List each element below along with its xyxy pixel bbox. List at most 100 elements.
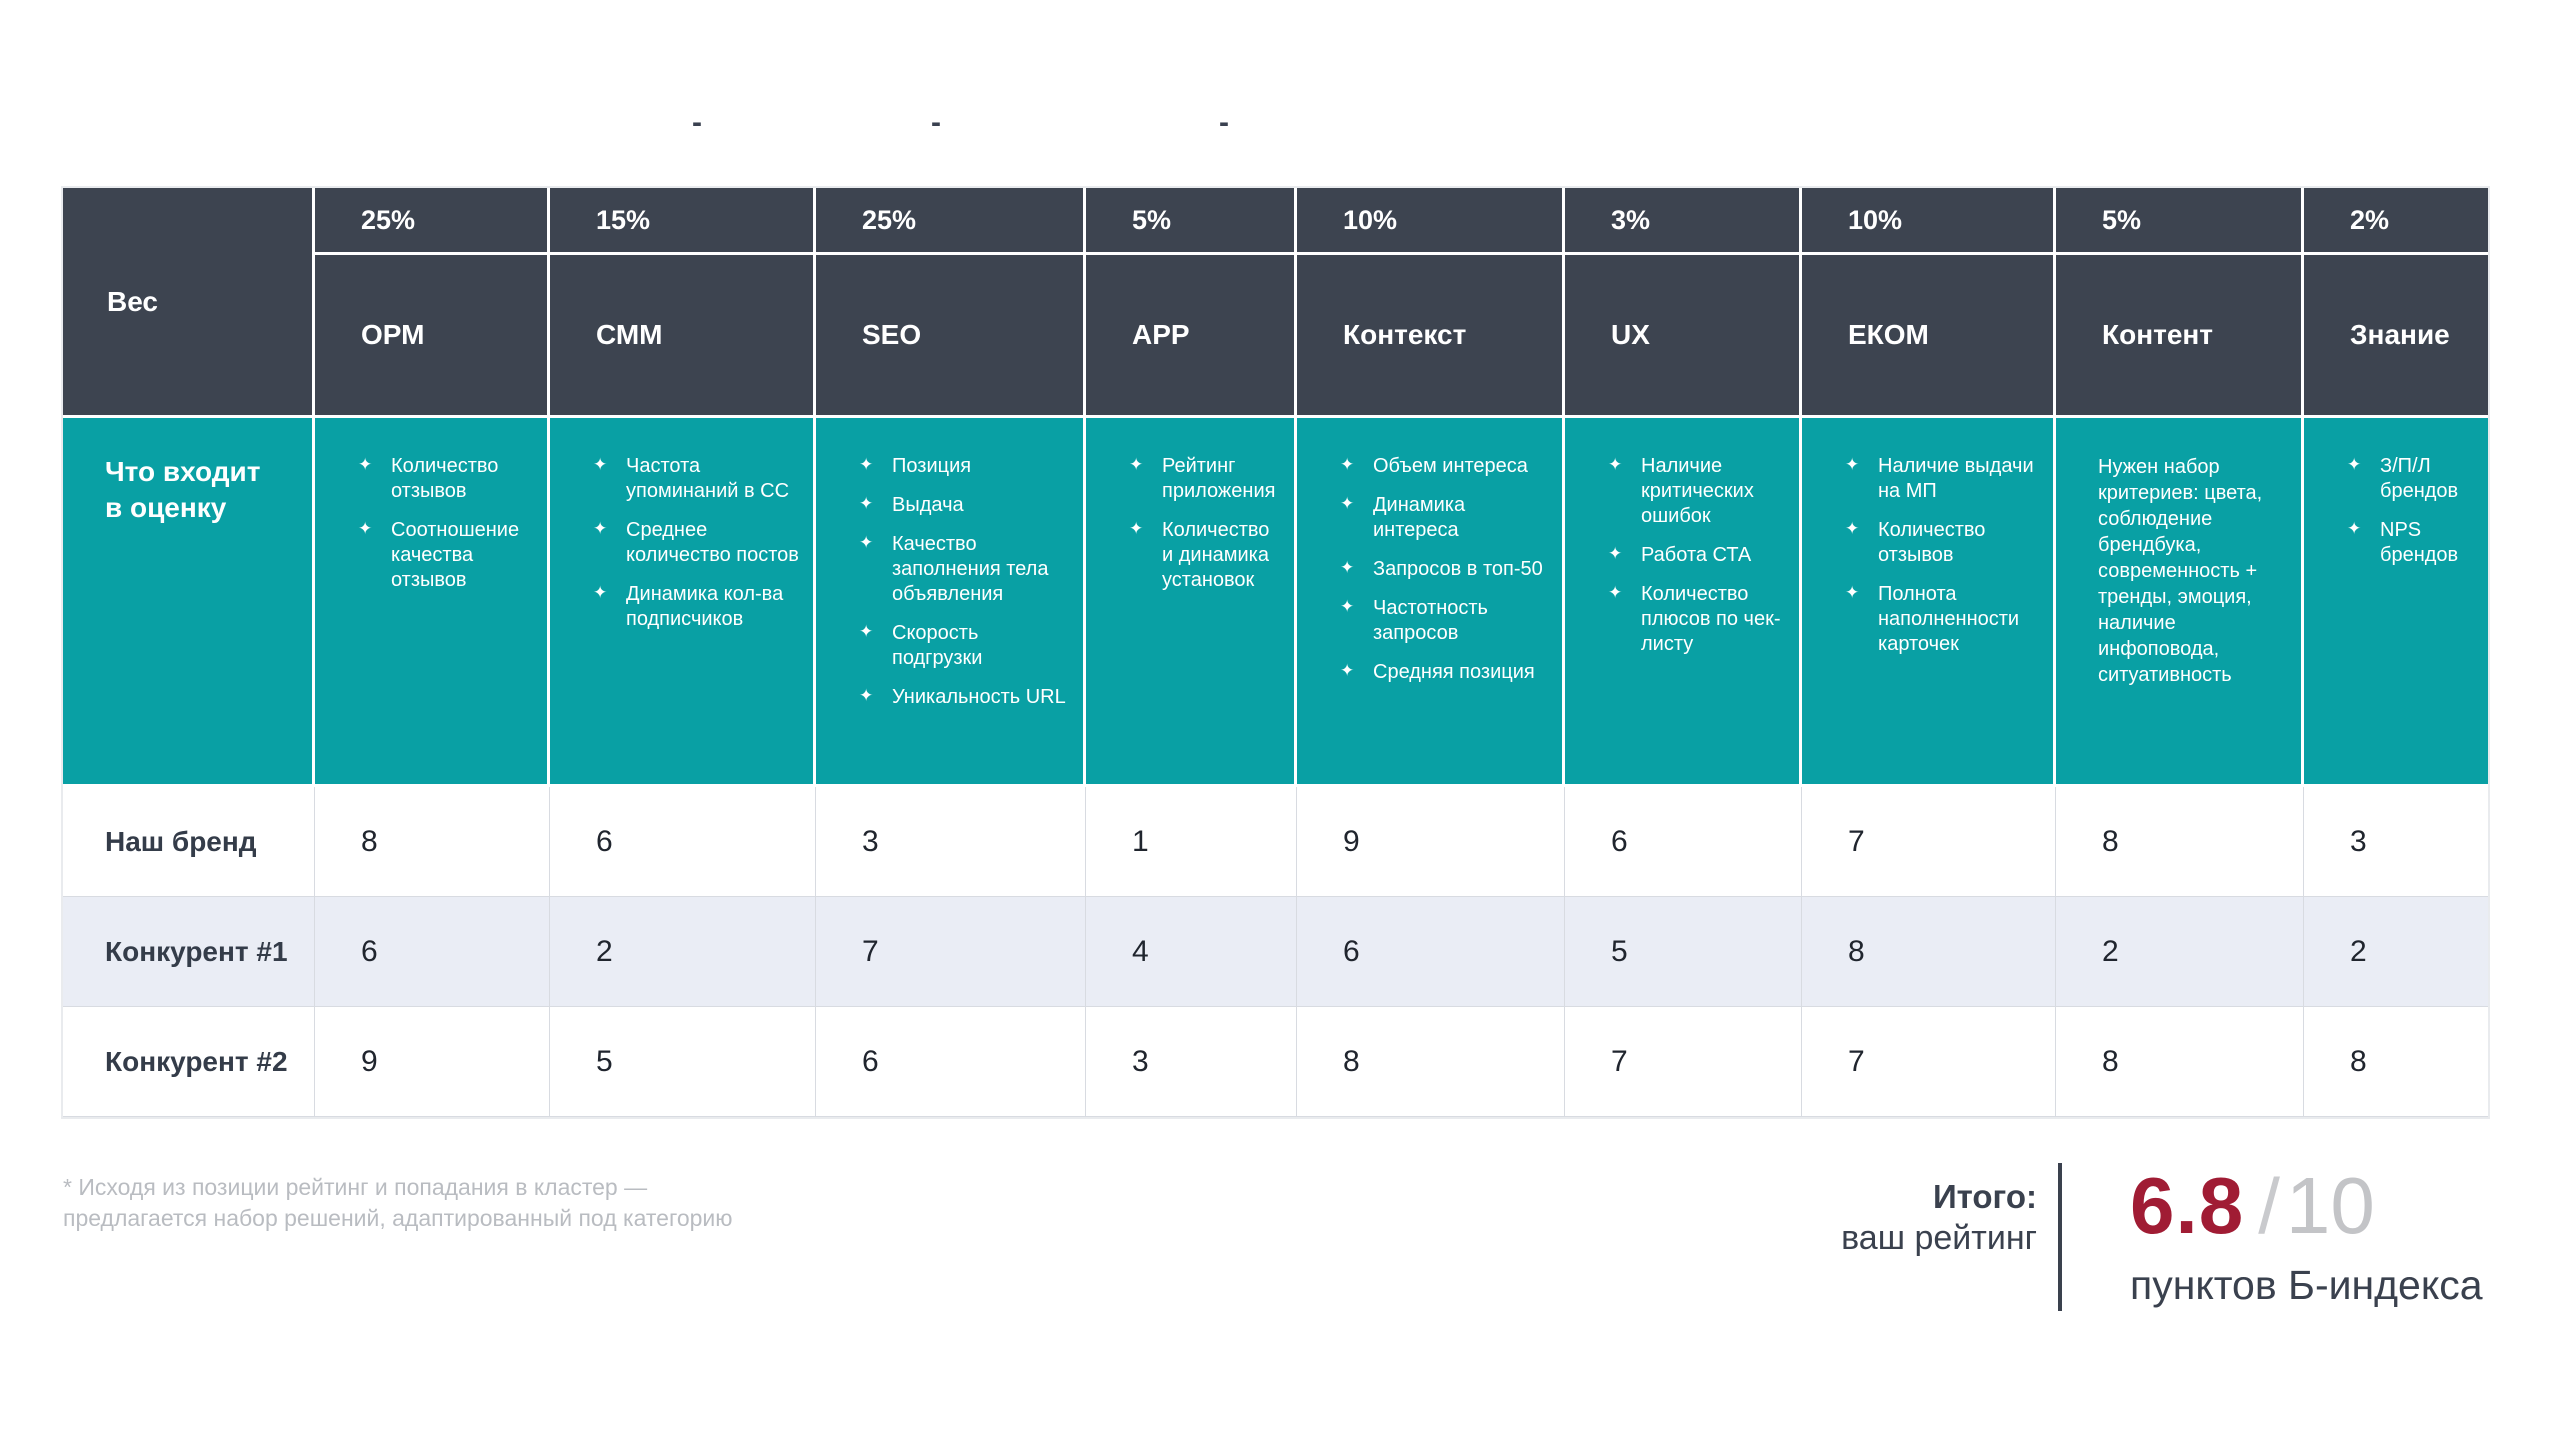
total-label-bold: Итого: <box>1932 1178 2037 1215</box>
criteria-item: Среднее количество постов <box>592 518 801 568</box>
weight-cell-seo: 25% <box>816 188 1086 255</box>
score-cell: 8 <box>2304 1007 2488 1117</box>
top-dash-mark: - <box>1219 106 1229 139</box>
score-cell: 6 <box>816 1007 1086 1117</box>
score-cell: 8 <box>1802 897 2056 1007</box>
criteria-item: Выдача <box>858 493 1071 518</box>
criteria-cell-knowledge: З/П/Л брендов NPS брендов <box>2304 418 2488 787</box>
score-cell: 7 <box>1565 1007 1802 1117</box>
criteria-cell-orm: Количество отзывов Соотношение качества … <box>315 418 550 787</box>
category-header-context: Контекст <box>1297 255 1565 418</box>
category-header-ux: UX <box>1565 255 1802 418</box>
criteria-item: Объем интереса <box>1339 454 1550 479</box>
weight-cell-ecom: 10% <box>1802 188 2056 255</box>
criteria-cell-content: Нужен набор критериев: цвета, соблюдение… <box>2056 418 2304 787</box>
category-header-orm: ОРМ <box>315 255 550 418</box>
criteria-item: Позиция <box>858 454 1071 479</box>
criteria-cell-ecom: Наличие выдачи на МП Количество отзывов … <box>1802 418 2056 787</box>
total-score-max: 10 <box>2285 1161 2375 1250</box>
weight-cell-orm: 25% <box>315 188 550 255</box>
criteria-note: Нужен набор критериев: цвета, соблюдение… <box>2098 456 2263 686</box>
criteria-item: Количество отзывов <box>357 454 535 504</box>
criteria-cell-ux: Наличие критических ошибок Работа СТА Ко… <box>1565 418 1802 787</box>
criteria-item: Частота упоминаний в СС <box>592 454 801 504</box>
corner-header-weight: Вес <box>63 188 315 418</box>
criteria-cell-smm: Частота упоминаний в СС Среднее количест… <box>550 418 816 787</box>
total-label-sub: ваш рейтинг <box>1841 1219 2037 1258</box>
score-cell: 1 <box>1086 787 1297 897</box>
score-cell: 6 <box>550 787 816 897</box>
score-cell: 8 <box>315 787 550 897</box>
footnote-line: * Исходя из позиции рейтинг и попадания … <box>63 1174 648 1200</box>
score-cell: 8 <box>1297 1007 1565 1117</box>
criteria-item: Полнота наполненности карточек <box>1844 582 2041 657</box>
weight-cell-app: 5% <box>1086 188 1297 255</box>
criteria-item: Уникальность URL <box>858 685 1071 710</box>
brand-row-label-competitor-1: Конкурент #1 <box>63 897 315 1007</box>
category-header-ecom: ЕКОМ <box>1802 255 2056 418</box>
total-score-block: 6.8/10 пунктов Б-индекса <box>2130 1166 2483 1309</box>
score-cell: 6 <box>315 897 550 1007</box>
weight-cell-context: 10% <box>1297 188 1565 255</box>
score-cell: 8 <box>2056 1007 2304 1117</box>
weight-cell-content: 5% <box>2056 188 2304 255</box>
criteria-item: Динамика интереса <box>1339 493 1550 543</box>
score-cell: 7 <box>1802 787 2056 897</box>
score-cell: 9 <box>1297 787 1565 897</box>
criteria-item: Количество отзывов <box>1844 518 2041 568</box>
criteria-item: NPS брендов <box>2346 518 2476 568</box>
category-header-knowledge: Знание <box>2304 255 2488 418</box>
category-header-content: Контент <box>2056 255 2304 418</box>
criteria-item: Качество заполнения тела объявления <box>858 532 1071 607</box>
criteria-item: З/П/Л брендов <box>2346 454 2476 504</box>
score-cell: 4 <box>1086 897 1297 1007</box>
score-cell: 2 <box>2304 897 2488 1007</box>
criteria-item: Работа СТА <box>1607 543 1787 568</box>
weight-cell-smm: 15% <box>550 188 816 255</box>
category-header-smm: СММ <box>550 255 816 418</box>
criteria-item: Динамика кол-ва подписчиков <box>592 582 801 632</box>
score-cell: 7 <box>816 897 1086 1007</box>
footnote-line: предлагается набор решений, адаптированн… <box>63 1204 733 1231</box>
category-header-seo: SEO <box>816 255 1086 418</box>
score-cell: 3 <box>1086 1007 1297 1117</box>
included-in-rating-label-cell: Что входит в оценку <box>63 418 315 787</box>
total-score-value: 6.8 <box>2130 1161 2245 1250</box>
rating-table: Вес 25% 15% 25% 5% 10% 3% 10% 5% 2% ОРМ … <box>61 186 2490 1119</box>
total-label-block: Итого: ваш рейтинг <box>1841 1176 2037 1260</box>
score-cell: 6 <box>1565 787 1802 897</box>
footnote: * Исходя из позиции рейтинг и попадания … <box>63 1172 733 1233</box>
total-divider <box>2058 1163 2062 1311</box>
criteria-item: Запросов в топ-50 <box>1339 557 1550 582</box>
criteria-item: Скорость подгрузки <box>858 621 1071 671</box>
criteria-item: Количество и динамика установок <box>1128 518 1282 593</box>
score-cell: 9 <box>315 1007 550 1117</box>
criteria-item: Наличие выдачи на МП <box>1844 454 2041 504</box>
criteria-item: Средняя позиция <box>1339 660 1550 685</box>
criteria-item: Рейтинг приложения <box>1128 454 1282 504</box>
weight-cell-knowledge: 2% <box>2304 188 2488 255</box>
total-score-slash: / <box>2258 1162 2280 1250</box>
score-cell: 7 <box>1802 1007 2056 1117</box>
score-cell: 8 <box>2056 787 2304 897</box>
criteria-item: Частотность запросов <box>1339 596 1550 646</box>
score-cell: 2 <box>2056 897 2304 1007</box>
criteria-item: Соотношение качества отзывов <box>357 518 535 593</box>
criteria-cell-seo: Позиция Выдача Качество заполнения тела … <box>816 418 1086 787</box>
top-dash-mark: - <box>931 106 941 139</box>
criteria-item: Наличие критических ошибок <box>1607 454 1787 529</box>
criteria-cell-app: Рейтинг приложения Количество и динамика… <box>1086 418 1297 787</box>
total-score-units: пунктов Б-индекса <box>2130 1262 2483 1308</box>
criteria-item: Количество плюсов по чек-листу <box>1607 582 1787 657</box>
score-cell: 3 <box>816 787 1086 897</box>
criteria-cell-context: Объем интереса Динамика интереса Запросо… <box>1297 418 1565 787</box>
score-cell: 2 <box>550 897 816 1007</box>
score-cell: 3 <box>2304 787 2488 897</box>
score-cell: 5 <box>1565 897 1802 1007</box>
brand-row-label-our-brand: Наш бренд <box>63 787 315 897</box>
category-header-app: APP <box>1086 255 1297 418</box>
weight-cell-ux: 3% <box>1565 188 1802 255</box>
score-cell: 6 <box>1297 897 1565 1007</box>
brand-row-label-competitor-2: Конкурент #2 <box>63 1007 315 1117</box>
